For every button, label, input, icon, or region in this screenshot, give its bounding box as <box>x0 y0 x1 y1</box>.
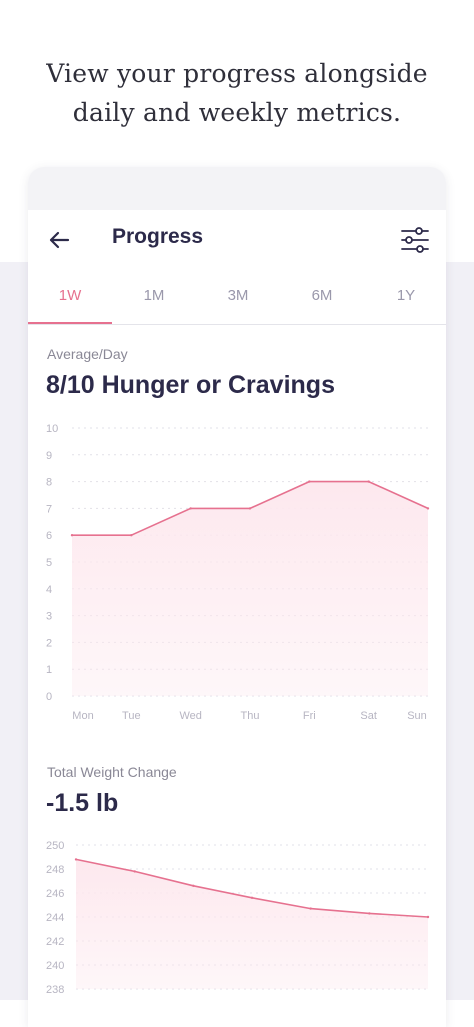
tab-1y[interactable]: 1Y <box>396 287 416 304</box>
weight-chart: 238 240 242 244 246 248 250 <box>46 840 430 996</box>
y-tick-label: 10 <box>46 423 58 435</box>
y-tick-label: 238 <box>46 984 64 996</box>
app-bar: Progress <box>28 210 446 268</box>
y-tick-label: 3 <box>46 611 52 623</box>
phone-screen: Progress 1W 1M 3M 6M 1Y Average/Day 8/10… <box>28 167 446 1027</box>
data-point <box>248 507 252 510</box>
y-tick-label: 244 <box>46 912 64 924</box>
tab-3m[interactable]: 3M <box>227 287 249 304</box>
x-tick-label: Mon <box>72 710 93 722</box>
data-point <box>250 896 254 899</box>
y-tick-label: 4 <box>46 584 52 596</box>
promo-headline: View your progress alongside daily and w… <box>0 54 474 132</box>
status-bar <box>28 167 446 210</box>
y-tick-label: 5 <box>46 557 52 569</box>
x-tick-label: Sun <box>407 710 427 722</box>
weight-caption: Total Weight Change <box>47 764 177 780</box>
tab-1w[interactable]: 1W <box>28 274 112 324</box>
tab-6m[interactable]: 6M <box>311 287 333 304</box>
x-tick-label: Tue <box>122 710 141 722</box>
data-point <box>133 870 136 873</box>
filter-button[interactable] <box>398 223 432 257</box>
series-area <box>76 859 428 989</box>
data-point <box>426 507 430 510</box>
x-tick-label: Thu <box>241 710 260 722</box>
data-point <box>74 858 78 861</box>
y-tick-label: 240 <box>46 960 64 972</box>
y-tick-label: 242 <box>46 936 64 948</box>
tab-1m[interactable]: 1M <box>143 287 165 304</box>
y-tick-label: 2 <box>46 637 52 649</box>
hunger-caption: Average/Day <box>47 346 128 362</box>
data-point <box>130 534 133 537</box>
data-point <box>368 912 371 915</box>
back-button[interactable] <box>42 222 78 258</box>
x-tick-label: Sat <box>360 710 377 722</box>
y-tick-label: 0 <box>46 691 52 703</box>
data-point <box>189 507 192 510</box>
series-area <box>72 481 428 696</box>
y-tick-label: 6 <box>46 530 52 542</box>
y-tick-label: 246 <box>46 888 64 900</box>
promo-line-2: daily and weekly metrics. <box>72 98 402 127</box>
data-point <box>192 884 195 887</box>
hunger-chart: 0 1 2 3 4 5 6 7 8 9 10 Mon Tue Wed Thu Fri Sat Sun <box>46 423 430 722</box>
data-point <box>70 534 74 537</box>
data-point <box>426 915 430 919</box>
data-point <box>309 907 312 910</box>
hunger-value: 8/10 Hunger or Cravings <box>46 371 335 399</box>
y-tick-label: 248 <box>46 864 64 876</box>
data-point <box>308 480 311 483</box>
x-tick-label: Fri <box>303 710 316 722</box>
arrow-left-icon <box>49 231 70 249</box>
range-tabs: 1W 1M 3M 6M 1Y <box>28 274 446 325</box>
x-tick-label: Wed <box>179 710 201 722</box>
y-tick-label: 7 <box>46 503 52 515</box>
y-tick-label: 1 <box>46 664 52 676</box>
promo-line-1: View your progress alongside <box>46 59 428 88</box>
data-point <box>367 480 370 483</box>
weight-value: -1.5 lb <box>46 789 119 817</box>
sliders-icon <box>401 227 429 253</box>
y-tick-label: 250 <box>46 840 64 852</box>
page-title: Progress <box>112 225 204 248</box>
y-tick-label: 8 <box>46 477 52 489</box>
y-tick-label: 9 <box>46 450 52 462</box>
